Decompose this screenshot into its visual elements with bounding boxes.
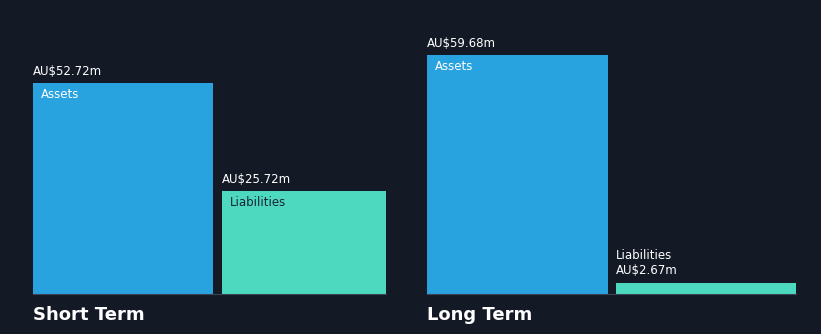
Bar <box>616 283 796 294</box>
Text: Assets: Assets <box>41 88 80 101</box>
Bar <box>427 55 608 294</box>
Text: Long Term: Long Term <box>427 306 532 324</box>
Text: Short Term: Short Term <box>33 306 144 324</box>
Text: Liabilities: Liabilities <box>230 196 287 209</box>
Text: AU$59.68m: AU$59.68m <box>427 37 496 50</box>
Text: Assets: Assets <box>435 60 474 73</box>
Text: AU$2.67m: AU$2.67m <box>616 264 677 277</box>
Text: AU$52.72m: AU$52.72m <box>33 64 102 77</box>
Bar <box>33 82 213 294</box>
Bar <box>222 191 386 294</box>
Text: Liabilities: Liabilities <box>616 248 672 262</box>
Text: AU$25.72m: AU$25.72m <box>222 173 291 186</box>
